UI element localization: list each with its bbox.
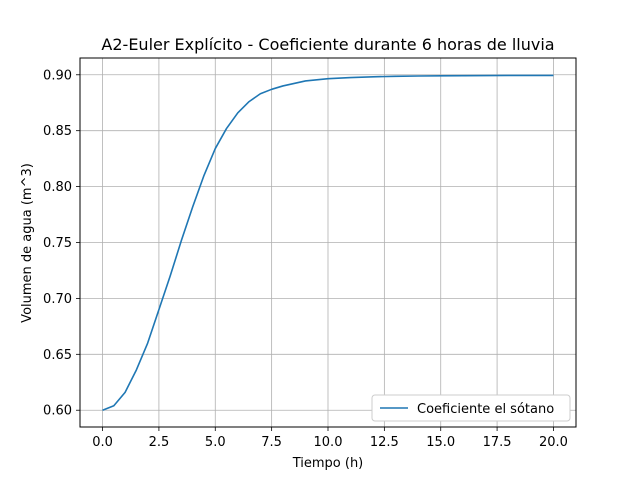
x-tick-label: 20.0 — [539, 435, 568, 450]
x-tick-label: 15.0 — [426, 435, 455, 450]
y-tick-label: 0.70 — [43, 292, 72, 307]
x-axis-label: Tiempo (h) — [292, 456, 364, 471]
x-tick-label: 2.5 — [149, 435, 170, 450]
x-tick-label: 5.0 — [205, 435, 226, 450]
x-axis-ticks: 0.0 2.5 5.0 7.5 10.0 12.5 15.0 17.5 20.0 — [92, 427, 568, 450]
y-tick-label: 0.80 — [43, 180, 72, 195]
y-tick-label: 0.90 — [43, 68, 72, 83]
x-tick-label: 0.0 — [92, 435, 113, 450]
y-tick-label: 0.60 — [43, 404, 72, 419]
chart-title: A2-Euler Explícito - Coeficiente durante… — [101, 35, 554, 54]
legend-label: Coeficiente el sótano — [417, 402, 554, 417]
y-tick-label: 0.85 — [43, 124, 72, 139]
series-layer — [102, 74, 554, 411]
x-tick-label: 7.5 — [261, 435, 282, 450]
y-tick-label: 0.75 — [43, 236, 72, 251]
x-tick-label: 12.5 — [370, 435, 399, 450]
y-axis-label: Volumen de agua (m^3) — [20, 163, 35, 323]
series-line — [102, 74, 554, 411]
y-axis-ticks: 0.60 0.65 0.70 0.75 0.80 0.85 0.90 — [43, 68, 80, 419]
legend-box — [371, 394, 571, 422]
x-tick-label: 10.0 — [314, 435, 343, 450]
legend: Coeficiente el sótano — [371, 394, 571, 422]
x-tick-label: 17.5 — [483, 435, 512, 450]
y-tick-label: 0.65 — [43, 348, 72, 363]
